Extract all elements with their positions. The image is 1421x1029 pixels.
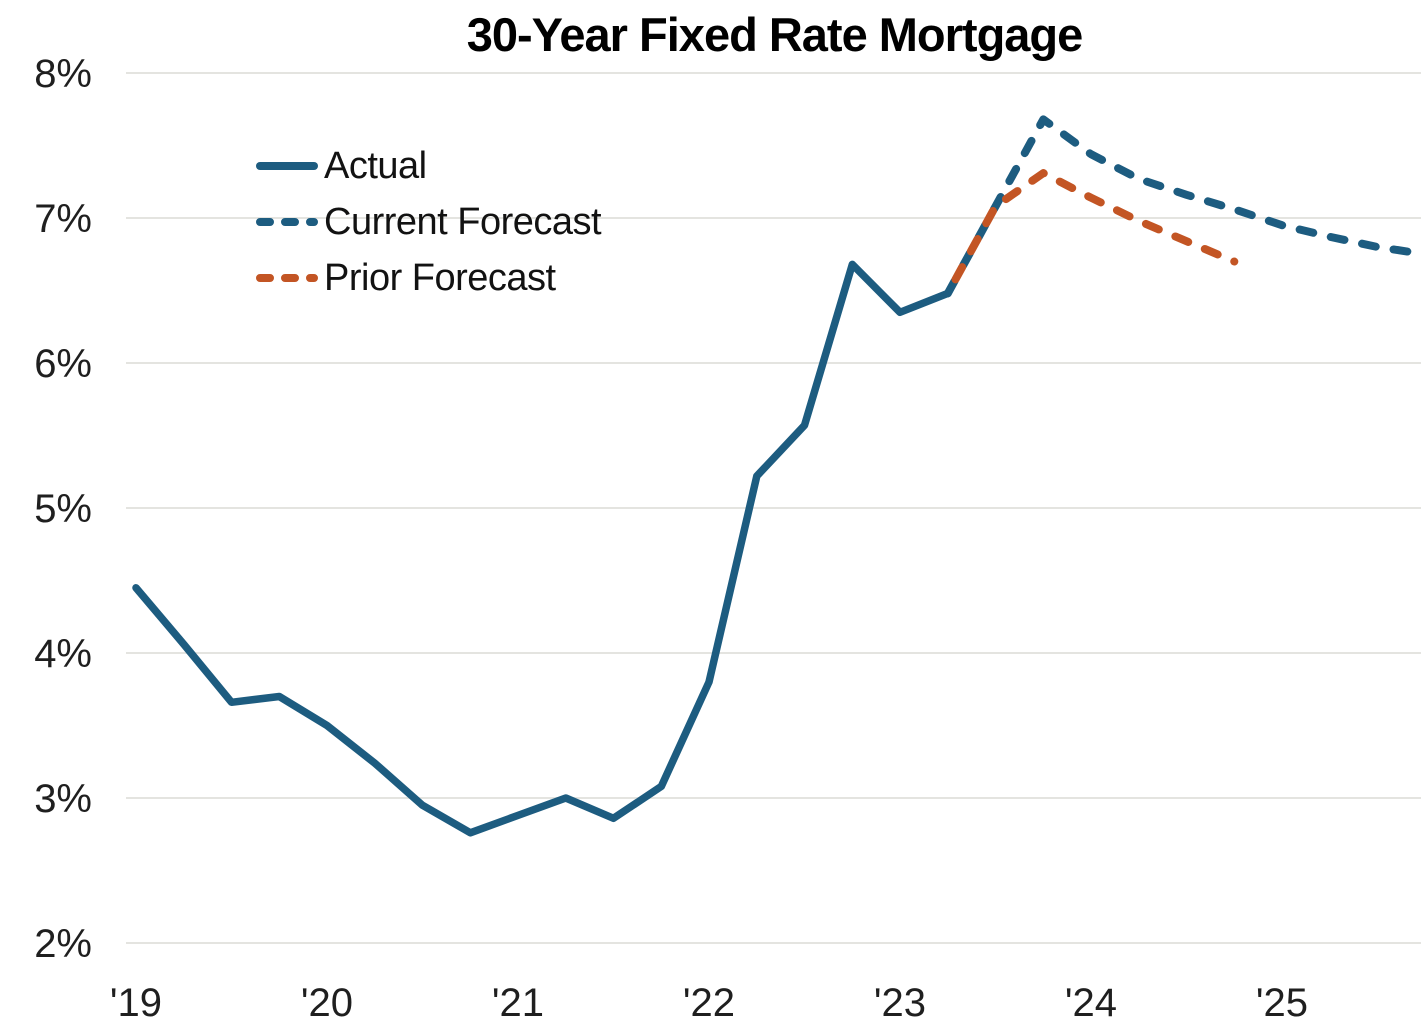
y-axis-label: 8% (34, 52, 92, 96)
x-axis-label: '20 (301, 981, 353, 1025)
x-axis-label: '24 (1065, 981, 1117, 1025)
y-axis-label: 6% (34, 342, 92, 386)
legend-label-current-forecast: Current Forecast (324, 200, 602, 243)
legend-swatch-current-forecast-icon (256, 218, 318, 226)
y-axis-label: 3% (34, 777, 92, 821)
y-axis-label: 4% (34, 632, 92, 676)
y-axis-label: 5% (34, 487, 92, 531)
x-axis-label: '19 (110, 981, 162, 1025)
current-forecast-line (943, 115, 1421, 298)
legend-label-actual: Actual (324, 144, 427, 187)
x-axis-label: '25 (1256, 981, 1308, 1025)
x-axis-label: '22 (683, 981, 735, 1025)
legend-item-prior-forecast: Prior Forecast (256, 250, 601, 306)
legend-swatch-actual-icon (256, 162, 318, 170)
actual-line (132, 260, 952, 837)
legend-item-actual: Actual (256, 138, 601, 194)
legend-label-prior-forecast: Prior Forecast (324, 256, 556, 299)
legend-item-current-forecast: Current Forecast (256, 194, 602, 250)
x-axis-label: '23 (874, 981, 926, 1025)
legend-swatch-prior-forecast-icon (256, 274, 318, 282)
y-axis-label: 2% (34, 922, 92, 966)
chart-legend: Actual Current Forecast Prior Forecast (256, 138, 602, 306)
x-axis-label: '21 (492, 981, 544, 1025)
chart-title: 30-Year Fixed Rate Mortgage (466, 8, 1084, 61)
y-axis-label: 7% (34, 197, 92, 241)
prior-forecast-line (943, 169, 1239, 298)
